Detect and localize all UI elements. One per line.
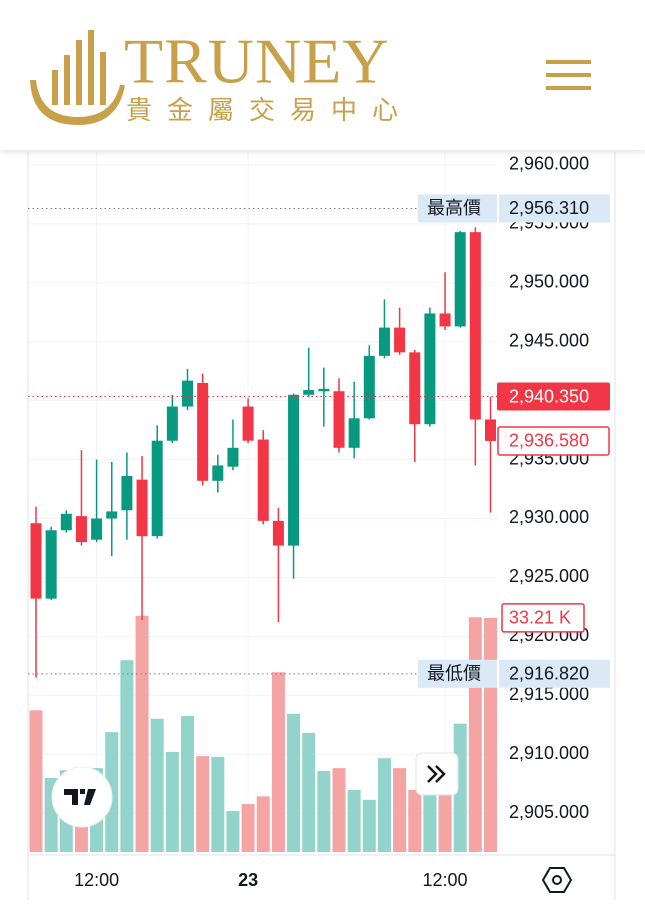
tradingview-logo[interactable] xyxy=(51,766,113,828)
candle-body xyxy=(363,355,375,419)
marker-value: 2,916.820 xyxy=(509,664,589,684)
volume-bar xyxy=(226,811,240,852)
volume-bar xyxy=(29,710,43,852)
volume-bar xyxy=(377,758,391,852)
volume-bar xyxy=(196,756,210,852)
volume-bar xyxy=(362,799,376,852)
marker-value-box xyxy=(499,659,610,688)
menu-button[interactable] xyxy=(546,60,591,90)
marker-label: 最高價 xyxy=(427,198,481,218)
candle-body xyxy=(91,518,103,540)
y-tick-label: 2,910.000 xyxy=(509,743,589,763)
volume-bar xyxy=(120,660,134,852)
logo-icon xyxy=(30,30,125,125)
candle-body xyxy=(424,313,436,425)
candle-body xyxy=(378,327,390,356)
y-tick-label: 2,905.000 xyxy=(509,802,589,822)
volume-bar xyxy=(256,796,270,852)
last-price-label: 2,940.350 xyxy=(509,386,589,406)
settings-button[interactable] xyxy=(541,867,573,893)
volume-bar xyxy=(271,672,285,852)
candle-body xyxy=(409,352,421,425)
volume-bar xyxy=(302,732,316,852)
volume-bar xyxy=(347,789,361,852)
y-tick-label: 2,960.000 xyxy=(509,154,589,174)
marker-value-box xyxy=(499,194,610,223)
volume-bar xyxy=(393,768,407,852)
candle-body xyxy=(121,476,133,511)
y-tick-label: 2,915.000 xyxy=(509,684,589,704)
y-tick-label: 2,925.000 xyxy=(509,566,589,586)
volume-label: 33.21 K xyxy=(509,608,571,628)
candle-body xyxy=(106,511,118,519)
marker-label: 最低價 xyxy=(427,664,481,684)
candle-body xyxy=(242,406,254,441)
candle-body xyxy=(272,520,284,546)
volume-bar xyxy=(484,617,497,852)
candle-body xyxy=(303,390,315,395)
last-price-box xyxy=(497,382,610,411)
candle-body xyxy=(166,406,178,441)
candle-body xyxy=(60,513,72,531)
candle-body xyxy=(75,516,87,543)
volume-bar xyxy=(423,789,437,852)
y-tick-label: 2,930.000 xyxy=(509,507,589,527)
chart-area: 2,905.0002,910.0002,915.0002,920.0002,92… xyxy=(0,152,645,900)
candle-body xyxy=(151,440,163,537)
candle-body xyxy=(257,439,269,521)
x-tick-label: 12:00 xyxy=(74,870,119,890)
volume-bar xyxy=(181,715,194,852)
candle-body xyxy=(182,380,193,407)
marker-label-box xyxy=(418,194,497,223)
x-tick-label: 12:00 xyxy=(423,870,468,890)
candle-body xyxy=(197,382,209,481)
volume-bar xyxy=(332,768,346,852)
volume-bar xyxy=(468,617,482,852)
last-close-label: 2,936.580 xyxy=(509,431,589,451)
marker-label-box xyxy=(418,659,497,688)
candle-body xyxy=(485,419,496,441)
volume-bar xyxy=(241,804,255,852)
candle-body xyxy=(454,232,466,327)
brand-subtitle: 貴金屬交易中心 xyxy=(126,95,413,125)
candle-body xyxy=(439,313,451,327)
candle-body xyxy=(30,523,42,599)
candle-body xyxy=(469,232,481,420)
x-tick-label: 23 xyxy=(238,870,258,890)
y-tick-label: 2,950.000 xyxy=(509,272,589,292)
candle-body xyxy=(212,465,224,481)
candle-body xyxy=(136,479,148,537)
volume-bar xyxy=(211,756,225,852)
volume-bar xyxy=(150,718,164,852)
candle-body xyxy=(333,391,345,448)
volume-bar xyxy=(135,615,149,852)
scroll-button[interactable] xyxy=(415,752,459,796)
candle-body xyxy=(45,530,57,599)
volume-bar xyxy=(287,713,301,852)
volume-label-box xyxy=(501,603,585,633)
last-close-box xyxy=(497,426,610,456)
y-tick-label: 2,945.000 xyxy=(509,330,589,350)
brand: TRUNEY xyxy=(124,26,390,97)
marker-value: 2,956.310 xyxy=(509,198,589,218)
candle-body xyxy=(288,394,300,546)
volume-bar xyxy=(408,789,422,852)
candle-body xyxy=(318,388,330,392)
candle-body xyxy=(348,418,360,448)
candle-body xyxy=(394,327,406,353)
candle-body xyxy=(227,447,239,467)
header-bar xyxy=(0,0,645,150)
volume-bar xyxy=(165,751,179,852)
volume-bar xyxy=(317,770,331,852)
